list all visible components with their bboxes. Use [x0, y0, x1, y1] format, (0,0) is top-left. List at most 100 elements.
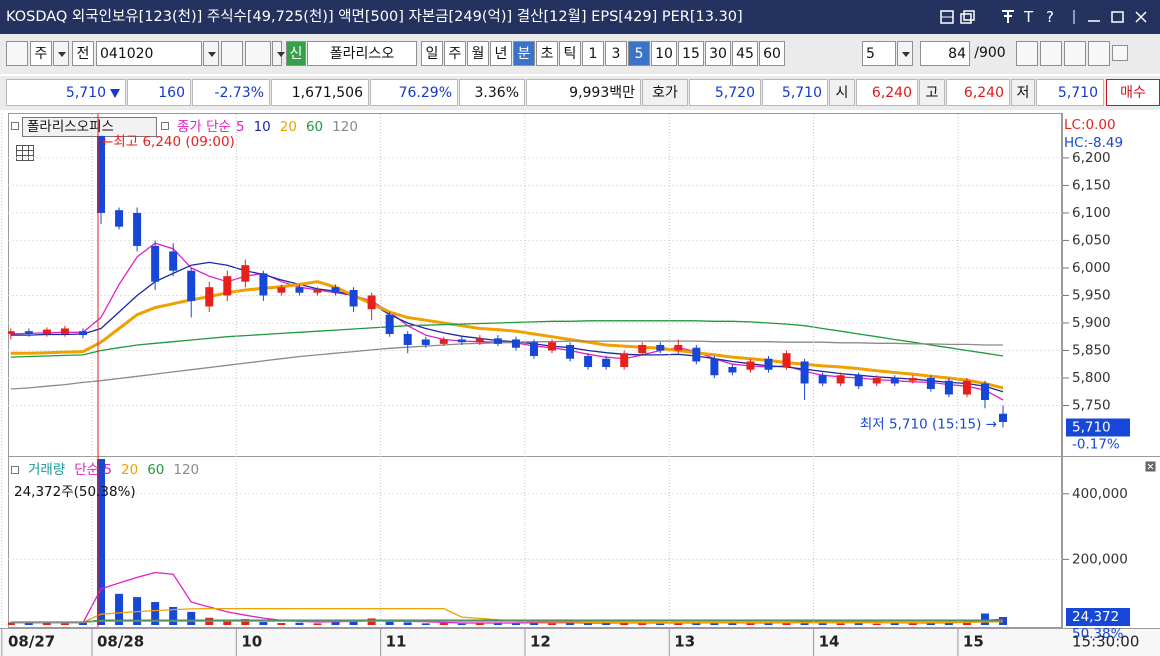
- tool-icon[interactable]: [1064, 41, 1086, 66]
- count-input[interactable]: 5: [862, 41, 896, 66]
- volume-bar: [999, 617, 1008, 625]
- candle-body: [187, 270, 196, 301]
- code-input[interactable]: 041020: [96, 41, 202, 66]
- font-icon[interactable]: T: [1024, 8, 1034, 26]
- table-icon[interactable]: [16, 145, 34, 161]
- quote-order[interactable]: 매수: [1106, 79, 1160, 106]
- volume-bar: [890, 623, 899, 625]
- period-button[interactable]: 1: [582, 41, 604, 66]
- y-tick-label: 200,000: [1072, 551, 1128, 567]
- legend-entry: 60: [306, 119, 323, 135]
- chart-icon-button[interactable]: [6, 41, 28, 66]
- dropdown[interactable]: [897, 41, 913, 66]
- last-price-label: 5,710: [1072, 419, 1111, 435]
- candle-body: [385, 314, 394, 334]
- volume-bar: [764, 622, 773, 625]
- quote-high-label: 고: [919, 79, 945, 106]
- legend-name-box[interactable]: [22, 117, 157, 137]
- period-button[interactable]: 초: [536, 41, 558, 66]
- lc-label: LC:0.00: [1064, 117, 1116, 133]
- candle-body: [890, 377, 899, 384]
- legend-entry: 20: [280, 119, 297, 135]
- window-icons[interactable]: [940, 9, 976, 25]
- period-button[interactable]: 10: [651, 41, 677, 66]
- y-tick-label: 6,050: [1072, 232, 1111, 248]
- market-button[interactable]: 주: [30, 41, 52, 66]
- candle-body: [980, 383, 989, 400]
- x-tick-label: 15: [963, 633, 984, 651]
- period-button[interactable]: 45: [732, 41, 758, 66]
- candle-body: [710, 358, 719, 376]
- candle-body: [584, 355, 593, 367]
- volume-bar: [60, 623, 69, 625]
- candle-body: [205, 287, 214, 307]
- tool-icon[interactable]: [1040, 41, 1062, 66]
- low-annotation: 최저 5,710 (15:15) →: [860, 416, 997, 432]
- legend-icon[interactable]: [11, 466, 19, 474]
- moving-average-line: [10, 261, 1004, 393]
- stock-name[interactable]: 폴라리스오: [307, 41, 417, 66]
- period-button[interactable]: 60: [759, 41, 785, 66]
- volume-bar: [584, 622, 593, 625]
- period-button[interactable]: 틱: [559, 41, 581, 66]
- candle-body: [241, 265, 250, 282]
- dropdown[interactable]: [203, 41, 219, 66]
- quote-amount: 9,993백만: [526, 79, 641, 106]
- period-button[interactable]: 분: [513, 41, 535, 66]
- dropdown[interactable]: [272, 41, 285, 66]
- candle-body: [493, 338, 502, 344]
- volume-bar: [223, 620, 232, 625]
- checkbox[interactable]: [1112, 45, 1128, 61]
- search-button[interactable]: [221, 41, 243, 66]
- candle-body: [277, 287, 286, 293]
- last-volume-box: [1066, 608, 1130, 627]
- pin-icon[interactable]: [1000, 9, 1016, 25]
- volume-bar: [728, 623, 737, 625]
- volume-plot: [8, 459, 1062, 625]
- y-tick-label: 5,750: [1072, 397, 1111, 413]
- range-input[interactable]: 84: [920, 41, 970, 66]
- candle-body: [115, 210, 124, 227]
- last-change-label: -0.17%: [1072, 436, 1120, 452]
- quote-open: 6,240: [856, 79, 918, 106]
- volume-bar: [620, 622, 629, 625]
- prefix-button[interactable]: 전: [72, 41, 94, 66]
- volume-bar: [566, 623, 575, 625]
- sound-button[interactable]: [245, 41, 271, 66]
- period-button[interactable]: 일: [421, 41, 443, 66]
- period-button[interactable]: 3: [605, 41, 627, 66]
- period-button[interactable]: 15: [678, 41, 704, 66]
- price-plot: [8, 135, 1062, 428]
- candle-body: [133, 212, 142, 246]
- candle-body: [782, 353, 791, 367]
- legend-name[interactable]: 폴라리스오피스: [27, 119, 114, 135]
- tool-icon[interactable]: [1016, 41, 1038, 66]
- period-button[interactable]: 30: [705, 41, 731, 66]
- time-label: 15:30:00: [1072, 633, 1139, 651]
- quote-ask-label: 호가: [642, 79, 688, 106]
- volume-bar: [980, 613, 989, 625]
- period-button[interactable]: 월: [467, 41, 489, 66]
- help-icon[interactable]: ?: [1046, 8, 1054, 26]
- legend-icon[interactable]: [161, 122, 169, 130]
- period-button[interactable]: 5: [628, 41, 650, 66]
- window-controls[interactable]: [1070, 8, 1160, 26]
- candle-body: [259, 273, 268, 296]
- volume-bar: [403, 622, 412, 625]
- quote-change: 160: [127, 79, 191, 106]
- period-button[interactable]: 주: [444, 41, 466, 66]
- volume-bar: [385, 621, 394, 625]
- volume-bar: [818, 623, 827, 625]
- moving-average-line: [10, 280, 1004, 390]
- legend-icon[interactable]: [11, 122, 19, 130]
- new-tag[interactable]: 신: [286, 41, 306, 66]
- quote-bid: 5,710: [762, 79, 828, 106]
- legend-entry: 거래량: [28, 462, 65, 478]
- dropdown[interactable]: [53, 41, 69, 66]
- close-panel-icon[interactable]: [1145, 461, 1156, 472]
- volume-bar: [475, 623, 484, 625]
- period-button[interactable]: 년: [490, 41, 512, 66]
- tool-icon[interactable]: [1088, 41, 1110, 66]
